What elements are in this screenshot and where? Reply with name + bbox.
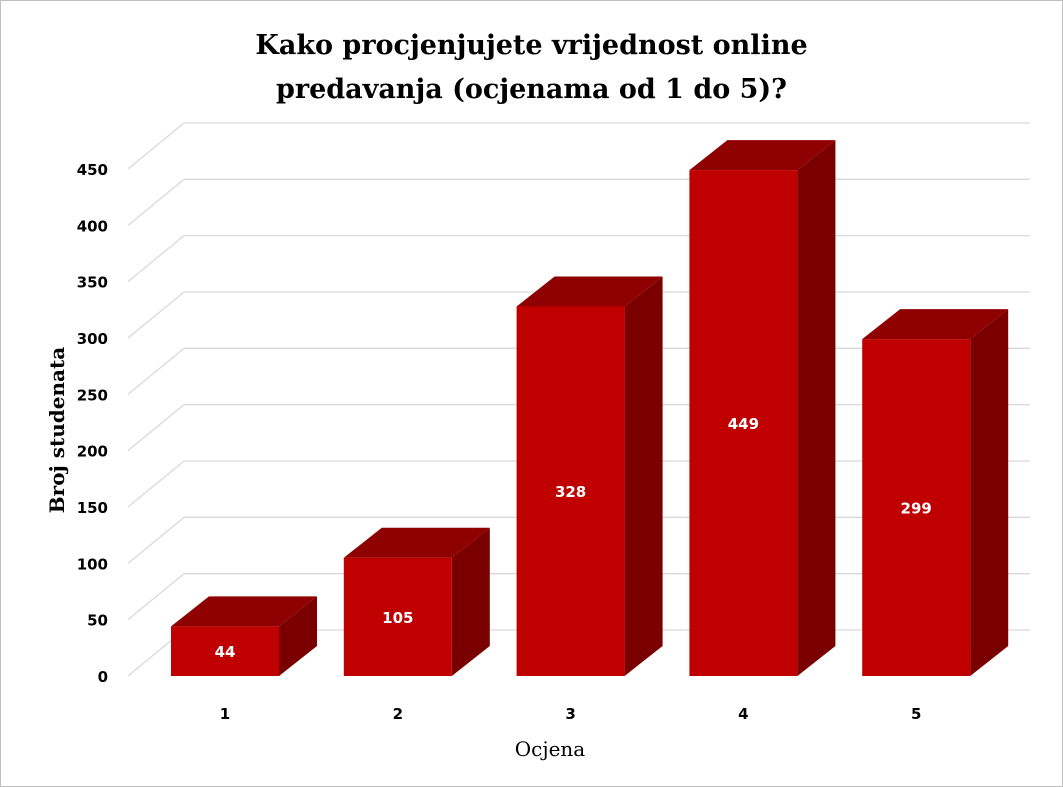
bar-top [862, 309, 1009, 340]
data-label: 44 [215, 643, 236, 661]
gridline-depth [127, 460, 185, 508]
bar-top [516, 276, 663, 307]
chart-title-line-2: predavanja (ocjenama od 1 do 5)? [275, 74, 788, 105]
data-label: 449 [728, 415, 759, 433]
x-tick-label: 3 [565, 705, 575, 723]
gridline-depth [127, 347, 185, 395]
bar-side [279, 596, 317, 676]
bar [862, 339, 971, 676]
gridline-depth [127, 404, 185, 452]
bar-top [343, 527, 490, 558]
bar [171, 626, 279, 676]
y-tick-label: 250 [77, 386, 108, 404]
chart-title: Kako procjenjujete vrijednost online pre… [0, 24, 1063, 112]
bar [343, 557, 452, 676]
y-axis-ticks: 0 50 100 150 200 250 300 350 400 450 [77, 161, 108, 686]
x-axis-title: Ocjena [515, 737, 586, 761]
data-label: 328 [555, 483, 586, 501]
y-tick-label: 200 [77, 443, 108, 461]
bar [516, 306, 625, 676]
y-tick-label: 100 [77, 555, 108, 573]
gridline-depth [127, 122, 185, 170]
x-tick-label: 4 [738, 705, 748, 723]
bar-top [171, 596, 317, 627]
bar-side [624, 276, 663, 676]
chart-title-line-1: Kako procjenjujete vrijednost online [255, 30, 808, 61]
y-tick-label: 150 [77, 499, 108, 517]
gridline-depth [127, 235, 185, 283]
y-tick-label: 300 [77, 330, 108, 348]
bar-side [451, 527, 490, 676]
x-tick-label: 1 [220, 705, 230, 723]
gridline-depth [127, 178, 185, 226]
data-label: 299 [901, 500, 932, 518]
gridline-depth [127, 291, 185, 339]
bars: 44 105 328 449 299 [171, 140, 1009, 676]
x-tick-label: 2 [393, 705, 403, 723]
bar [689, 170, 798, 676]
y-tick-label: 0 [98, 668, 108, 686]
y-tick-label: 50 [87, 612, 108, 630]
data-label: 105 [382, 609, 413, 627]
gridline-depth [127, 573, 185, 621]
y-axis-title: Broj studenata [45, 347, 69, 513]
x-tick-label: 5 [911, 705, 921, 723]
y-tick-label: 450 [77, 161, 108, 179]
bar-top [689, 140, 836, 171]
y-tick-label: 350 [77, 274, 108, 292]
bar-side [970, 309, 1009, 676]
gridline-depth [127, 516, 185, 564]
y-tick-label: 400 [77, 217, 108, 235]
x-axis-ticks: 1 2 3 4 5 [220, 705, 922, 723]
bar-side [797, 140, 836, 676]
